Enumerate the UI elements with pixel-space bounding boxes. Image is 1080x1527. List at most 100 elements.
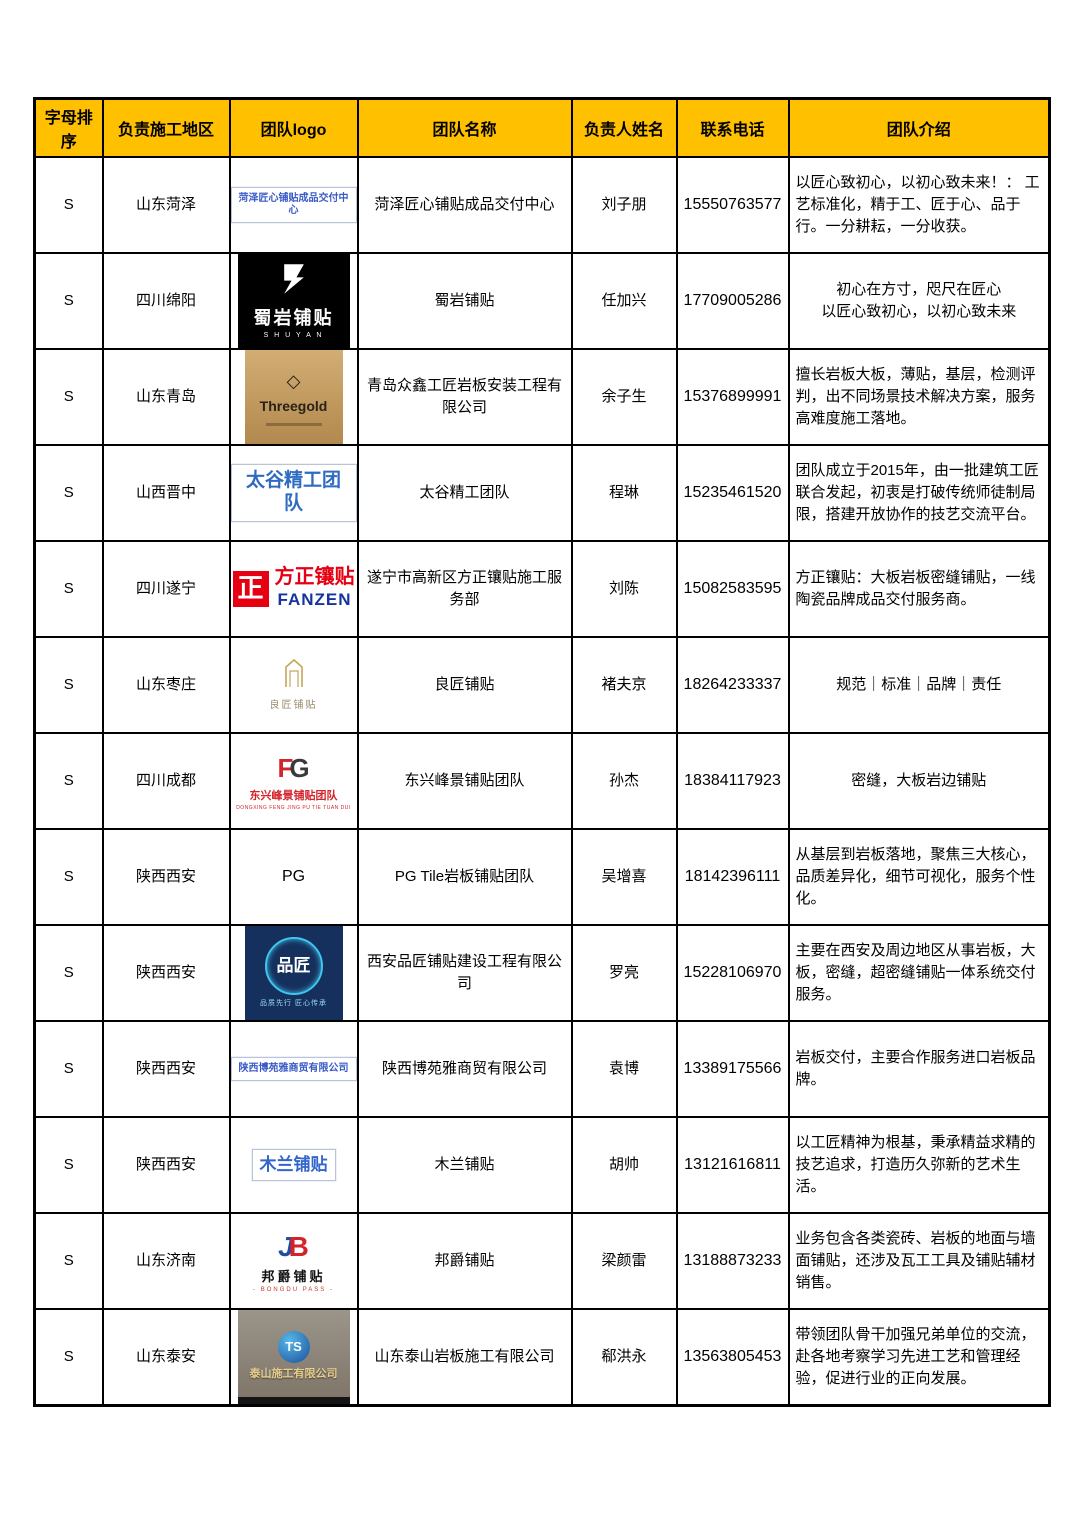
cell-team-name: 木兰铺贴 (356, 1116, 573, 1214)
table-row: S 陕西西安 PG PG Tile岩板铺贴团队 吴增喜 18142396111 从基层到岩板… (33, 828, 1051, 926)
team-logo: 太谷精工团队 (231, 447, 356, 539)
cell-region: 山东菏泽 (101, 156, 231, 254)
cell-sort-letter: S (33, 156, 104, 254)
cell-team-name: 陕西博苑雅商贸有限公司 (356, 1020, 573, 1118)
cell-contact-name: 郗洪永 (570, 1308, 678, 1407)
cell-team-intro: 规范｜标准｜品牌｜责任 (787, 636, 1051, 734)
teams-sheet: 字母排序 负责施工地区 团队logo 团队名称 负责人姓名 联系电话 团队介绍 S 山东菏泽菏… (33, 97, 1051, 1407)
table-row: S 山东济南 J B 邦爵铺贴 - BONGDU PASS - 邦爵铺贴 梁颜雷 1318887… (33, 1212, 1051, 1310)
cell-team-intro: 以工匠精神为根基，秉承精益求精的技艺追求，打造历久弥新的艺术生活。 (787, 1116, 1051, 1214)
cell-phone: 17709005286 (675, 252, 790, 350)
cell-sort-letter: S (33, 252, 104, 350)
cell-phone: 18142396111 (675, 828, 790, 926)
cell-team-name: 山东泰山岩板施工有限公司 (356, 1308, 573, 1407)
team-logo: PG (232, 831, 356, 923)
intro-line: 岩板交付，主要合作服务进口岩板品牌。 (795, 1049, 1036, 1088)
pinjiang-logo-badge: 品匠品质先行 匠心传承 (244, 927, 343, 1019)
cell-sort-letter: S (33, 1116, 104, 1214)
logo-subtitle: 品质先行 匠心传承 (260, 999, 327, 1007)
cell-contact-name: 余子生 (570, 348, 678, 446)
logo-caption: 东兴峰景铺贴团队 (249, 789, 338, 802)
cell-team-name: 东兴峰景铺贴团队 (356, 732, 573, 830)
cell-team-logo: 良匠铺贴 (228, 636, 359, 734)
logo-caption: 泰山施工有限公司 (249, 1368, 338, 1381)
intro-line: 密缝，大板岩边铺贴 (851, 772, 987, 790)
logo-title: 方正镶贴 (274, 565, 355, 588)
table-row: S 山东泰安 TS 泰山施工有限公司 山东泰山岩板施工有限公司 郗洪永 1356380545… (33, 1308, 1051, 1407)
logo-text-stack: 方正镶贴 FANZEN (275, 566, 355, 613)
logo-text: PG (281, 868, 306, 886)
cell-team-name: 遂宁市高新区方正镶贴施工服务部 (356, 540, 573, 638)
intro-line: 初心在方寸，咫尺在匠心 (836, 281, 1002, 299)
intro-line: 从基层到岩板落地，聚焦三大核心，品质差异化，细节可视化，服务个性化。 (795, 846, 1036, 907)
logo-subtitle: DONGXING FENG JING PU TIE TUAN DUI (236, 804, 351, 811)
cell-team-name: 青岛众鑫工匠岩板安装工程有限公司 (356, 348, 573, 446)
header-row: 字母排序 负责施工地区 团队logo 团队名称 负责人姓名 联系电话 团队介绍 (33, 97, 1051, 158)
logo-text: 木兰铺贴 (259, 1154, 328, 1174)
cell-sort-letter: S (33, 828, 104, 926)
logo-subtitle: - BONGDU PASS - (253, 1287, 334, 1294)
cell-contact-name: 任加兴 (570, 252, 678, 350)
logo-divider (265, 422, 322, 426)
column-header: 联系电话 (675, 97, 790, 158)
cell-sort-letter: S (33, 1308, 104, 1407)
team-logo: F G 东兴峰景铺贴团队 DONGXING FENG JING PU TIE TUAN… (232, 735, 356, 827)
table-row: S 山东菏泽 菏泽匠心铺贴成品交付中心 菏泽匠心铺贴成品交付中心 刘子朋 15550763… (33, 156, 1051, 254)
monogram-letter: G (289, 753, 310, 784)
team-logo: J B 邦爵铺贴 - BONGDU PASS - (232, 1215, 356, 1307)
intro-line: 以匠心致初心，以初心致未来 (821, 303, 1017, 320)
intro-line: 业务包含各类瓷砖、岩板的地面与墙面铺贴，还涉及瓦工工具及铺贴辅材销售。 (795, 1230, 1036, 1291)
cell-team-logo: 品匠品质先行 匠心传承 (228, 924, 359, 1022)
cell-phone: 13563805453 (675, 1308, 790, 1407)
logo-caption: 邦爵铺贴 (261, 1268, 326, 1284)
intro-line: 主要在西安及周边地区从事岩板，大板，密缝，超密缝铺贴一体系统交付服务。 (795, 942, 1036, 1003)
logo-text-box: 太谷精工团队 (231, 464, 356, 522)
team-logo: ◇ Threegold (232, 351, 356, 443)
cell-team-intro: 方正镶贴：大板岩板密缝铺贴，一线陶瓷品牌成品交付服务商。 (787, 540, 1051, 638)
cell-team-name: 良匠铺贴 (356, 636, 573, 734)
cell-region: 陕西西安 (101, 1020, 231, 1118)
cell-sort-letter: S (33, 636, 104, 734)
cell-phone: 18264233337 (675, 636, 790, 734)
cell-team-logo: F G 东兴峰景铺贴团队 DONGXING FENG JING PU TIE TUAN… (228, 732, 359, 830)
cell-sort-letter: S (33, 1212, 104, 1310)
cell-team-intro: 从基层到岩板落地，聚焦三大核心，品质差异化，细节可视化，服务个性化。 (787, 828, 1051, 926)
cell-sort-letter: S (33, 1020, 104, 1118)
cell-team-intro: 带领团队骨干加强兄弟单位的交流，赴各地考察学习先进工艺和管理经验，促进行业的正向… (787, 1308, 1051, 1407)
logo-title: 蜀岩铺贴 (253, 307, 334, 328)
circle-ring-icon: 品匠 (264, 936, 323, 995)
logo-subtitle: S H U Y A N (263, 331, 324, 339)
table-row: S 四川遂宁正方正镶贴 FANZEN 遂宁市高新区方正镶贴施工服务部 刘陈 1508258… (33, 540, 1051, 638)
table-row: S 山西晋中 太谷精工团队 太谷精工团队 程琳 15235461520 团队成立于2015年… (33, 444, 1051, 542)
logo-text: 太谷精工团队 (245, 470, 341, 514)
table-row: S 陕西西安 品匠 品质先行 匠心传承 西安品匠铺贴建设工程有限公司 罗亮 15228106… (33, 924, 1051, 1022)
table-row: S 山东枣庄 良匠铺贴 良匠铺贴 褚夫京 18264233337 规范｜标准｜品牌｜责任 (33, 636, 1051, 734)
column-header: 团队介绍 (787, 97, 1051, 158)
taishan-logo-photo: TS 泰山施工有限公司 (237, 1310, 350, 1404)
cell-team-intro: 初心在方寸，咫尺在匠心 以匠心致初心，以初心致未来 (787, 252, 1051, 350)
cell-region: 陕西西安 (101, 828, 231, 926)
column-header: 负责施工地区 (101, 97, 231, 158)
cell-team-logo: 陕西博苑雅商贸有限公司 (228, 1020, 359, 1118)
cell-team-name: 西安品匠铺贴建设工程有限公司 (356, 924, 573, 1022)
cell-contact-name: 刘子朋 (570, 156, 678, 254)
ts-circle-icon: TS (277, 1331, 310, 1364)
team-logo: 良匠铺贴 (232, 639, 356, 731)
cell-region: 陕西西安 (101, 1116, 231, 1214)
threegold-logo-badge: ◇ Threegold (244, 351, 343, 443)
cell-contact-name: 程琳 (570, 444, 678, 542)
column-header: 团队名称 (356, 97, 573, 158)
photo-bottom-strip (237, 1397, 350, 1404)
cell-sort-letter: S (33, 924, 104, 1022)
logo-text: 菏泽匠心铺贴成品交付中心 (238, 193, 349, 216)
logo-title: 品匠 (276, 955, 311, 975)
cell-phone: 15376899991 (675, 348, 790, 446)
shuyan-logo-badge: 蜀岩铺贴 S H U Y A N (237, 255, 350, 347)
logo-caption: 良匠铺贴 (269, 699, 318, 711)
team-logo: 木兰铺贴 (232, 1119, 356, 1211)
logo-title: Threegold (259, 398, 328, 415)
cell-phone: 13188873233 (675, 1212, 790, 1310)
cell-contact-name: 胡帅 (570, 1116, 678, 1214)
team-logo: 菏泽匠心铺贴成品交付中心 (231, 159, 356, 251)
